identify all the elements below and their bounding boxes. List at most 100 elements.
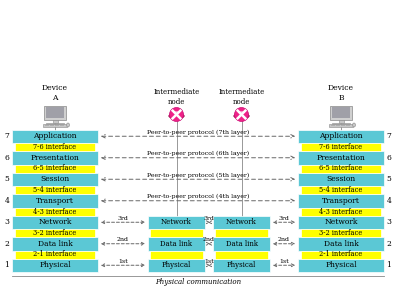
Bar <box>213 216 270 229</box>
Text: 3-2 interface: 3-2 interface <box>319 229 363 237</box>
Text: Intermediate
node: Intermediate node <box>153 88 200 106</box>
Bar <box>12 216 98 229</box>
Bar <box>301 250 381 258</box>
Text: 1: 1 <box>4 261 10 269</box>
Bar <box>52 119 58 123</box>
Text: 1st: 1st <box>279 259 289 264</box>
Bar <box>12 258 98 272</box>
Text: 6: 6 <box>4 154 10 162</box>
Text: Transport: Transport <box>36 197 74 205</box>
Bar <box>55 125 59 126</box>
Bar <box>46 107 64 118</box>
Text: 1st: 1st <box>204 259 214 264</box>
Bar <box>330 106 352 119</box>
Text: 4-3 interface: 4-3 interface <box>319 208 363 216</box>
Text: 4: 4 <box>386 197 392 205</box>
Bar <box>215 250 268 258</box>
Bar <box>60 125 64 126</box>
Bar <box>213 258 270 272</box>
Bar <box>15 186 95 194</box>
Text: 5: 5 <box>386 175 392 183</box>
Bar <box>298 258 384 272</box>
Bar <box>341 125 345 126</box>
Text: 2nd: 2nd <box>117 237 129 242</box>
Bar <box>45 125 49 126</box>
Bar <box>332 107 350 118</box>
Ellipse shape <box>352 123 356 127</box>
Text: Application: Application <box>319 132 363 140</box>
Text: Physical communication: Physical communication <box>155 278 241 286</box>
Bar <box>298 216 384 229</box>
Text: Physical: Physical <box>227 261 256 269</box>
Bar <box>301 229 381 237</box>
Bar <box>329 124 353 126</box>
Text: 6-5 interface: 6-5 interface <box>33 165 77 173</box>
Bar <box>15 165 95 173</box>
Bar <box>298 194 384 208</box>
Bar <box>331 125 335 126</box>
Ellipse shape <box>234 113 249 119</box>
Text: Data link: Data link <box>38 240 72 248</box>
Text: 3-2 interface: 3-2 interface <box>33 229 77 237</box>
Text: 7: 7 <box>386 132 392 140</box>
Text: Data link: Data link <box>324 240 358 248</box>
Text: 2-1 interface: 2-1 interface <box>33 250 77 258</box>
Bar <box>298 237 384 250</box>
Text: Peer-to-peer protocol (4th layer): Peer-to-peer protocol (4th layer) <box>147 194 249 199</box>
Bar <box>301 143 381 151</box>
Bar <box>150 250 203 258</box>
Bar <box>213 237 270 250</box>
Text: Physical: Physical <box>39 261 71 269</box>
Bar <box>298 151 384 165</box>
Bar <box>12 237 98 250</box>
Text: Network: Network <box>226 218 257 226</box>
Ellipse shape <box>66 123 70 127</box>
Bar <box>332 123 350 124</box>
Text: Peer-to-peer protocol (7th layer): Peer-to-peer protocol (7th layer) <box>147 129 249 135</box>
Text: 2nd: 2nd <box>278 237 290 242</box>
Bar <box>43 124 67 126</box>
Bar <box>44 106 66 119</box>
Text: 3: 3 <box>386 218 392 226</box>
Bar <box>12 173 98 186</box>
Bar <box>15 229 95 237</box>
Text: 5-4 interface: 5-4 interface <box>33 186 77 194</box>
Text: Data link: Data link <box>226 240 258 248</box>
Bar <box>301 208 381 216</box>
Text: 4-3 interface: 4-3 interface <box>33 208 77 216</box>
Text: 2-1 interface: 2-1 interface <box>319 250 363 258</box>
Text: Presentation: Presentation <box>30 154 80 162</box>
Text: 2nd: 2nd <box>203 237 215 242</box>
Circle shape <box>170 108 184 121</box>
Text: Transport: Transport <box>322 197 360 205</box>
Bar <box>50 125 54 126</box>
Text: Device
A: Device A <box>42 84 68 101</box>
Text: 4: 4 <box>4 197 10 205</box>
Bar <box>346 125 350 126</box>
Text: 1st: 1st <box>118 259 128 264</box>
Text: Application: Application <box>33 132 77 140</box>
Bar <box>298 173 384 186</box>
Text: 1: 1 <box>386 261 392 269</box>
Bar <box>148 237 205 250</box>
Bar <box>15 208 95 216</box>
Bar <box>148 258 205 272</box>
Text: 2: 2 <box>4 240 10 248</box>
Bar <box>215 229 268 237</box>
Text: Network: Network <box>161 218 192 226</box>
Bar <box>148 216 205 229</box>
Text: 3: 3 <box>4 218 10 226</box>
Text: Physical: Physical <box>162 261 191 269</box>
Text: 6: 6 <box>386 154 392 162</box>
Bar <box>338 119 344 123</box>
Bar <box>301 186 381 194</box>
Text: Network: Network <box>324 218 358 226</box>
Text: Network: Network <box>38 218 72 226</box>
Text: Intermediate
node: Intermediate node <box>218 88 265 106</box>
Bar <box>12 129 98 143</box>
Text: Peer-to-peer protocol (5th layer): Peer-to-peer protocol (5th layer) <box>147 173 249 178</box>
Text: 3rd: 3rd <box>278 216 290 221</box>
Text: Session: Session <box>40 175 70 183</box>
Text: 7: 7 <box>4 132 10 140</box>
Bar <box>15 250 95 258</box>
